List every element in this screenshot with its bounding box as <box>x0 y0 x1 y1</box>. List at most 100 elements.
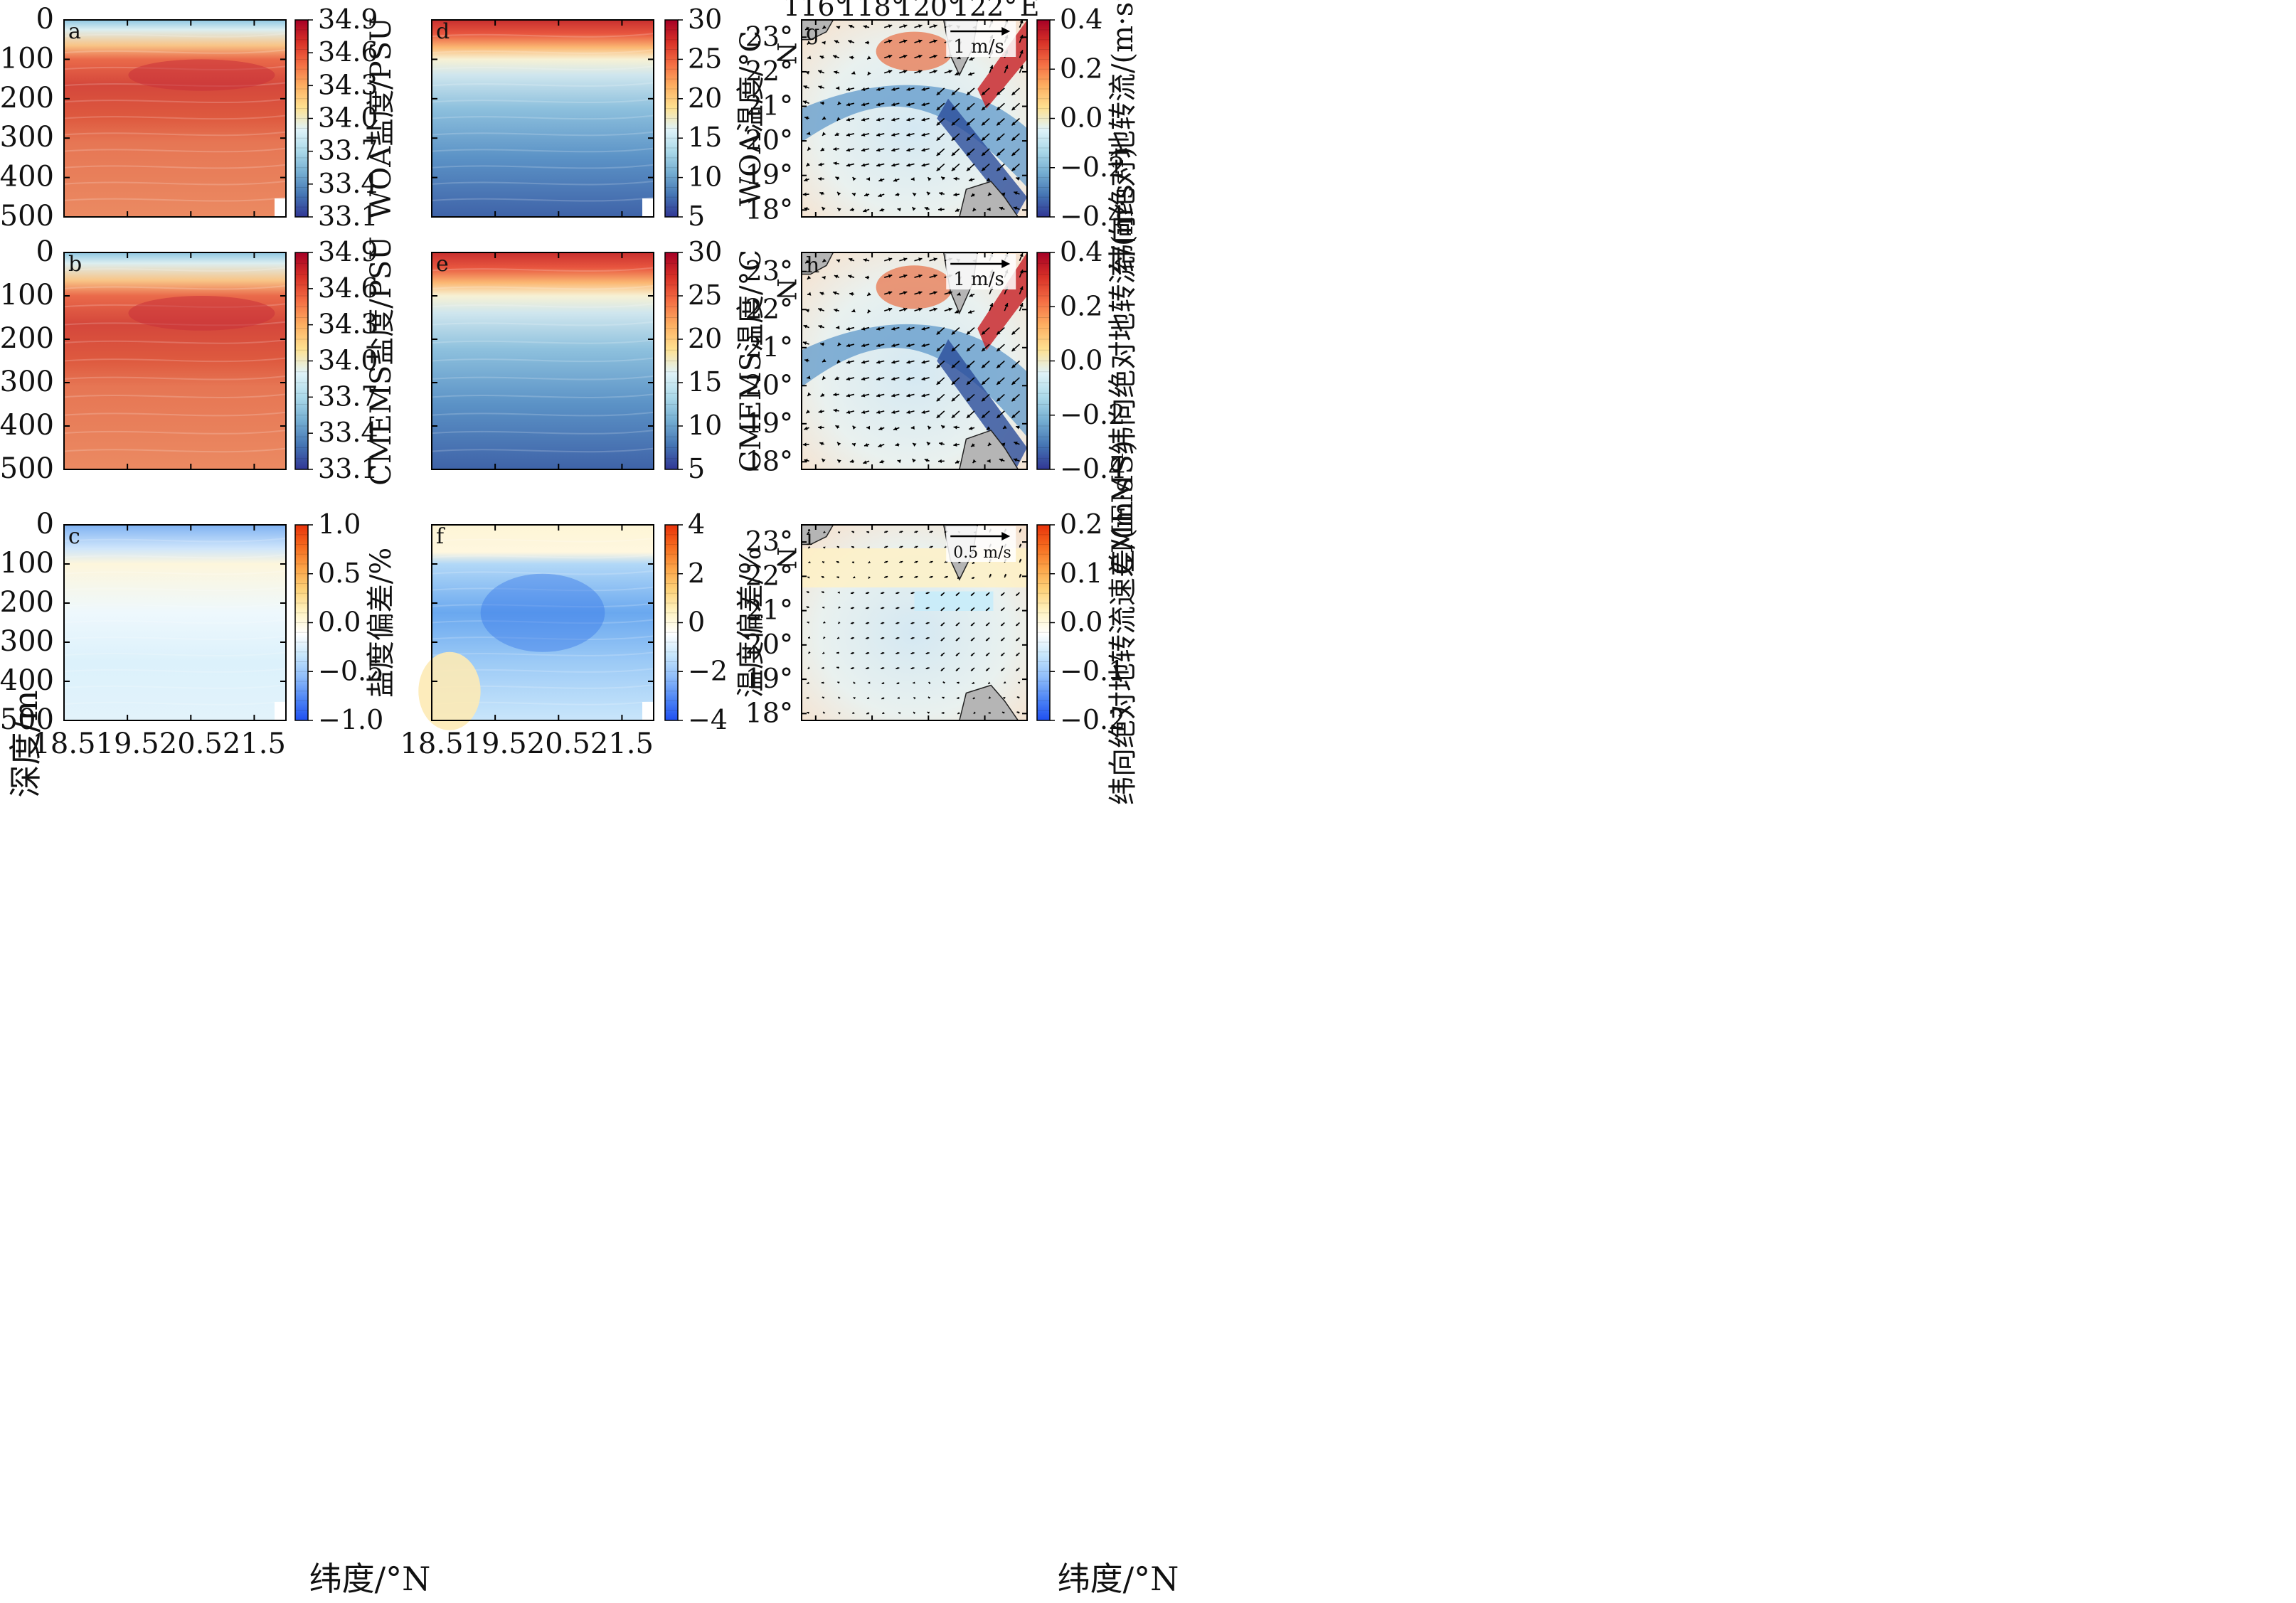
reference-vector-label: 1 m/s <box>953 36 1004 58</box>
missing-data-patch <box>642 702 654 720</box>
depth-tick-label: 0 <box>36 235 54 268</box>
map-lon-axis-label: E <box>1020 0 1040 22</box>
colorbar-tick-label: 20 <box>688 323 722 354</box>
colorbar-tick-label: −2 <box>688 655 728 686</box>
missing-data-patch <box>275 198 286 217</box>
depth-tick-label: 400 <box>0 409 54 442</box>
lat-tick-label: 19.5 <box>96 728 159 760</box>
depth-tick-label: 200 <box>0 82 54 114</box>
colorbar-tick-label: 5 <box>688 453 705 484</box>
colorbar-tick-label: 0.4 <box>1060 4 1102 35</box>
panel-label-d: d <box>436 19 450 44</box>
map-lat-tick-label: 19° <box>745 408 793 439</box>
panel-label-b: b <box>68 252 82 277</box>
map-lat-tick-label: 21° <box>745 90 793 121</box>
panel-label-c: c <box>68 524 80 549</box>
colorbar-tick-label: 0.0 <box>1060 607 1102 638</box>
panel-label-f: f <box>436 524 445 549</box>
colorbar-tick-label: 0.2 <box>1060 290 1102 321</box>
panel-i: 0.5 m/si23°22°21°20°19°18°N0.20.10.0−0.1… <box>745 440 1139 805</box>
map-lat-tick-label: 21° <box>745 331 793 363</box>
missing-data-patch <box>642 198 654 217</box>
colorbar-tick-label: 4 <box>688 508 705 540</box>
map-lat-tick-label: 18° <box>745 193 793 225</box>
salinity-max-core <box>128 296 275 331</box>
map-lat-tick-label: 20° <box>745 124 793 156</box>
depth-tick-label: 500 <box>0 452 54 485</box>
map-lat-tick-label: 20° <box>745 369 793 400</box>
colorbar-tick-label: 25 <box>688 279 722 311</box>
panel-label-a: a <box>68 19 81 44</box>
panel-label-g: g <box>806 21 819 46</box>
bias-warm-patch <box>418 652 480 730</box>
lat-axis-label-col1: 纬度/°N <box>309 1560 431 1598</box>
colorbar-tick-label: 0.0 <box>1060 102 1102 134</box>
colorbar-tick-label: 0.0 <box>1060 345 1102 376</box>
map-lat-tick-label: 19° <box>745 159 793 191</box>
map-lat-tick-label: 18° <box>745 697 793 728</box>
map-lat-tick-label: 19° <box>745 663 793 694</box>
map-lat-axis-label: N <box>771 547 800 570</box>
colorbar-tick-label: −4 <box>688 704 728 735</box>
panel-g: 1 m/sg23°22°21°20°19°18°N116°118°120°122… <box>745 0 1139 272</box>
colorbar-tick-label: 10 <box>688 410 722 441</box>
salinity-max-core <box>128 59 275 90</box>
depth-tick-label: 300 <box>0 625 54 658</box>
map-lat-tick-label: 21° <box>745 595 793 626</box>
map-lon-tick-label: 116° <box>783 0 849 22</box>
colorbar-label-c: 盐度偏差/% <box>365 548 398 698</box>
lat-tick-label: 20.5 <box>527 728 590 760</box>
panel-label-i: i <box>806 526 813 550</box>
colorbar-tick-label: 30 <box>688 236 722 267</box>
map-lon-tick-label: 118° <box>839 0 905 22</box>
colorbar-label-a: WOA盐度/PSU <box>365 17 398 219</box>
lat-tick-label: 20.5 <box>159 728 223 760</box>
panel-b: b010020030040050034.934.634.334.033.733.… <box>0 235 398 486</box>
map-lat-axis-label: N <box>771 278 800 301</box>
depth-tick-label: 500 <box>0 200 54 233</box>
colorbar-label-b: CMEMS盐度/PSU <box>365 236 398 486</box>
depth-tick-label: 0 <box>36 508 54 540</box>
lat-tick-label: 18.5 <box>400 728 463 760</box>
bias-min-core <box>481 574 605 652</box>
panel-a: a010020030040050034.934.634.334.033.733.… <box>0 3 398 233</box>
missing-data-patch <box>275 702 286 720</box>
colorbar-tick-label: 15 <box>688 122 722 153</box>
colorbar-tick-label: 0.2 <box>1060 508 1102 540</box>
lat-tick-label: 19.5 <box>464 728 527 760</box>
panel-label-h: h <box>806 253 819 278</box>
colorbar-tick-label: 2 <box>688 558 705 589</box>
panel-label-e: e <box>436 252 449 277</box>
depth-tick-label: 300 <box>0 121 54 154</box>
depth-tick-label: 100 <box>0 547 54 580</box>
colorbar-tick-label: 25 <box>688 43 722 74</box>
map-lat-axis-label: N <box>771 42 800 65</box>
depth-tick-label: 100 <box>0 279 54 311</box>
lat-tick-label: 21.5 <box>223 728 286 760</box>
depth-axis-label: 深度/m <box>6 690 45 797</box>
depth-tick-label: 400 <box>0 161 54 193</box>
colorbar-tick-label: 5 <box>688 201 705 232</box>
colorbar-tick-label: −1.0 <box>318 704 383 735</box>
depth-tick-label: 100 <box>0 42 54 75</box>
map-lat-tick-label: 18° <box>745 445 793 476</box>
map-lon-tick-label: 122° <box>952 0 1018 22</box>
colorbar-tick-label: 1.0 <box>318 508 361 540</box>
depth-tick-label: 200 <box>0 586 54 619</box>
colorbar-tick-label: 0.5 <box>318 558 361 589</box>
depth-tick-label: 200 <box>0 322 54 355</box>
lat-tick-label: 21.5 <box>590 728 654 760</box>
colorbar-tick-label: 20 <box>688 82 722 114</box>
depth-tick-label: 0 <box>36 3 54 36</box>
reference-vector-label: 0.5 m/s <box>953 544 1011 562</box>
eastward-current-patch <box>876 32 953 71</box>
colorbar-tick-label: 0.0 <box>318 607 361 638</box>
colorbar-tick-label: 15 <box>688 366 722 398</box>
map-lat-tick-label: 20° <box>745 629 793 660</box>
eastward-current-patch <box>876 265 953 309</box>
lat-axis-label-col2: 纬度/°N <box>1058 1560 1179 1598</box>
